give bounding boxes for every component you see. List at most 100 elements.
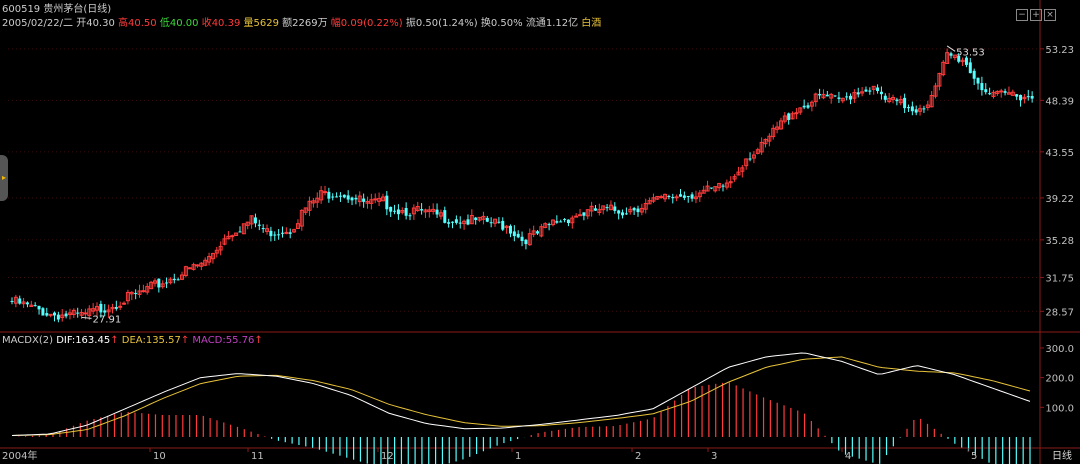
candle-body [910, 106, 914, 112]
candle [335, 192, 339, 198]
candle [922, 105, 926, 113]
candle [60, 309, 65, 322]
candle [489, 217, 493, 228]
candle [686, 195, 690, 203]
candle [404, 202, 408, 220]
candle-body [454, 219, 458, 223]
candle-body [458, 222, 462, 224]
candle [253, 213, 257, 228]
price-tick-label: 31.75 [1045, 273, 1074, 284]
x-axis-month-label: 5 [971, 451, 977, 462]
candle [365, 196, 370, 209]
candle-body [331, 196, 335, 198]
candle-body [999, 90, 1004, 93]
candle-body [357, 195, 362, 203]
candle-body [114, 307, 118, 309]
candle [918, 104, 923, 116]
candle [269, 226, 273, 242]
candle [709, 187, 713, 190]
candle [493, 218, 498, 227]
candle [420, 203, 424, 215]
expand-panel-tab[interactable]: ▸ [0, 155, 8, 201]
candle-body [856, 92, 860, 95]
turnover-label: 换 [480, 18, 491, 29]
candle [377, 192, 382, 207]
macd-header: MACDX(2) DIF:163.45↑ DEA:135.57↑ MACD:55… [2, 335, 263, 347]
candle [813, 92, 818, 107]
x-axis-month-label: 2 [635, 451, 641, 462]
candle-body [849, 95, 853, 100]
candle [555, 215, 559, 224]
candle [29, 300, 34, 307]
change-value: 0.09(0.22%) [340, 18, 403, 29]
candle [543, 222, 548, 229]
float-value: 1.12亿 [545, 18, 579, 29]
high-marker-label: 53.53 [956, 47, 985, 58]
candle [18, 295, 22, 305]
candle [152, 278, 157, 287]
candle-body [238, 231, 242, 233]
expand-arrow-icon: ▸ [1, 173, 6, 182]
candle [284, 227, 289, 235]
period-label[interactable]: 日线 [1052, 451, 1072, 462]
candle-body [570, 217, 575, 224]
candle [818, 88, 822, 100]
zoom-out-button[interactable]: − [1016, 9, 1028, 21]
candle-body [207, 256, 212, 263]
candle-body [303, 207, 308, 213]
candle [277, 229, 281, 240]
candle [991, 90, 996, 99]
candle [454, 215, 458, 225]
candle-body [350, 197, 354, 201]
candle [570, 215, 575, 229]
candle-body [674, 196, 679, 199]
candle [856, 87, 860, 98]
candle-body [25, 302, 29, 305]
candle [647, 197, 652, 205]
candle-body [790, 113, 795, 120]
candle [322, 185, 327, 196]
candle [261, 224, 265, 233]
zoom-in-button[interactable]: + [1030, 9, 1042, 21]
candle [744, 158, 749, 170]
dif-arrow-icon: ↑ [110, 335, 119, 346]
candle-body [83, 312, 88, 315]
candle [585, 209, 590, 220]
candle-body [79, 312, 84, 316]
candle-body [257, 224, 261, 226]
candle-body [253, 217, 257, 224]
candle [469, 209, 474, 225]
candle-body [539, 226, 544, 237]
candle [864, 86, 868, 93]
candle-body [493, 218, 498, 224]
candle [1006, 86, 1011, 95]
candle-body [647, 200, 652, 205]
candle [319, 186, 324, 204]
quote-date: 2005/02/22/二 [2, 18, 74, 29]
candle-body [106, 309, 111, 313]
candle [976, 77, 980, 90]
change-label: 幅 [330, 18, 341, 29]
candle [809, 100, 814, 112]
candle-body [957, 55, 961, 62]
candle-body [678, 194, 682, 197]
low-value: 40.00 [169, 18, 199, 29]
candle-body [385, 195, 389, 210]
candle [593, 204, 597, 211]
candle [527, 228, 532, 246]
candle [775, 121, 780, 134]
candle [639, 203, 644, 216]
candle-body [157, 278, 161, 288]
candle [559, 219, 563, 223]
candle [110, 303, 115, 314]
candle-body [13, 296, 18, 304]
candle-body [122, 302, 127, 305]
candle [605, 204, 609, 212]
close-button[interactable]: × [1044, 9, 1056, 21]
candle-body [415, 205, 420, 212]
candle-body [578, 214, 583, 217]
candle [617, 209, 621, 220]
candle-body [697, 192, 702, 198]
candle [141, 284, 146, 293]
candle-body [736, 171, 741, 176]
